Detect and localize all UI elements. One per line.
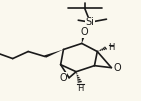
Text: O: O [81,27,88,37]
Text: O: O [59,73,67,83]
Text: O: O [113,63,121,73]
Polygon shape [44,49,63,58]
Polygon shape [82,34,86,43]
Text: H: H [109,43,115,52]
Text: H: H [77,84,84,93]
Text: Si: Si [86,17,95,27]
